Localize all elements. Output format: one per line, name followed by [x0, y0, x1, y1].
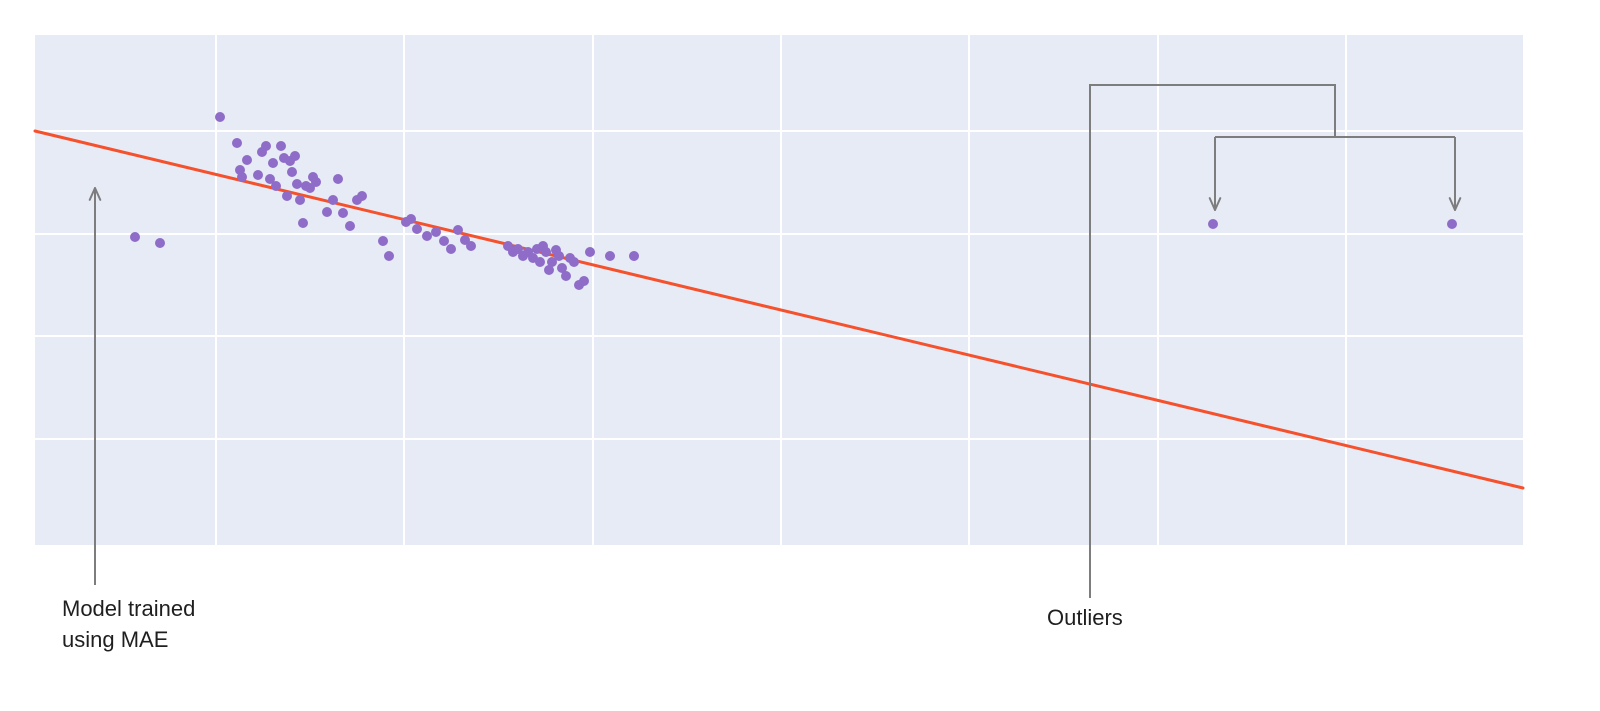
outlier-arrow-left-head	[1208, 197, 1216, 211]
data-point	[585, 247, 595, 257]
data-point	[242, 155, 252, 165]
data-point	[298, 218, 308, 228]
data-point	[561, 271, 571, 281]
data-point	[579, 276, 589, 286]
data-point	[557, 263, 567, 273]
data-point	[232, 138, 242, 148]
data-point	[268, 158, 278, 168]
data-point	[446, 244, 456, 254]
data-point	[629, 251, 639, 261]
data-point	[215, 112, 225, 122]
data-point	[569, 257, 579, 267]
data-point	[466, 241, 476, 251]
outlier-arrow-right-head	[1448, 197, 1456, 211]
data-point	[292, 179, 302, 189]
data-point	[378, 236, 388, 246]
data-point	[282, 191, 292, 201]
data-point	[439, 236, 449, 246]
data-point	[271, 181, 281, 191]
data-point	[290, 151, 300, 161]
outlier-point	[1208, 219, 1218, 229]
outliers-annotation-label: Outliers	[1047, 605, 1123, 630]
plot-background	[35, 35, 1523, 545]
data-point	[328, 195, 338, 205]
data-point	[276, 141, 286, 151]
data-point	[345, 221, 355, 231]
regression-line	[33, 129, 1525, 490]
data-point	[287, 167, 297, 177]
data-point	[513, 244, 523, 254]
data-point	[130, 232, 140, 242]
data-point	[295, 195, 305, 205]
outlier-arrow-left-head	[1214, 197, 1222, 211]
data-point	[431, 227, 441, 237]
data-point	[554, 251, 564, 261]
mae-arrow-head	[94, 187, 102, 201]
data-point	[406, 214, 416, 224]
data-point	[605, 251, 615, 261]
data-point	[265, 174, 275, 184]
data-point	[422, 231, 432, 241]
data-point	[357, 191, 367, 201]
data-point	[338, 208, 348, 218]
data-point	[384, 251, 394, 261]
data-point	[261, 141, 271, 151]
data-point	[453, 225, 463, 235]
data-point	[237, 172, 247, 182]
data-point	[311, 177, 321, 187]
data-point	[412, 224, 422, 234]
data-point	[253, 170, 263, 180]
data-point	[155, 238, 165, 248]
data-point	[544, 265, 554, 275]
outlier-point	[1447, 219, 1457, 229]
outliers-connector	[1089, 84, 1336, 598]
mae-arrow-head	[88, 187, 96, 201]
data-point	[333, 174, 343, 184]
data-point	[322, 207, 332, 217]
mae-annotation-label: Model trained using MAE	[62, 596, 196, 652]
data-point	[535, 257, 545, 267]
data-point	[541, 247, 551, 257]
outlier-arrow-right-head	[1454, 197, 1462, 211]
data-point	[547, 257, 557, 267]
